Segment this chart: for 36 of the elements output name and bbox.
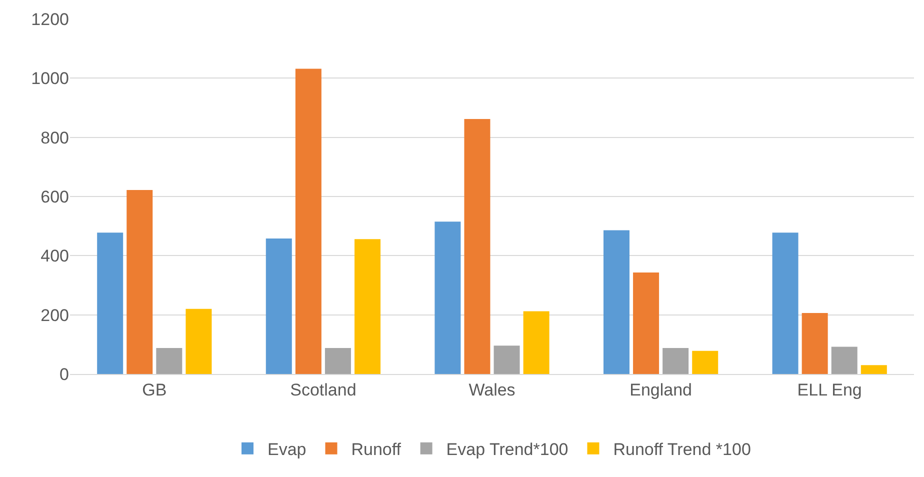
bar [523,311,550,374]
x-tick-label: GB [142,380,167,400]
y-tick-label: 600 [40,187,69,206]
bar [633,272,660,374]
bar [126,190,153,374]
bar [860,365,887,374]
legend-label: Runoff [351,440,402,459]
bar [186,308,212,374]
bar [354,239,381,374]
bar [97,232,124,374]
y-tick-label: 200 [40,306,69,325]
bar [266,238,292,374]
legend-label: Evap [268,440,306,459]
bar [295,68,322,374]
bar [494,346,520,374]
bar [434,222,461,374]
bar [662,348,689,374]
x-tick-label: ELL Eng [797,380,862,400]
bar [464,118,490,374]
legend-label: Runoff Trend *100 [613,440,751,459]
x-tick-label: Scotland [290,380,356,400]
y-tick-label: 1200 [31,10,69,29]
legend-label: Evap Trend*100 [446,440,568,459]
x-tick-label: Wales [468,380,516,400]
bar [802,313,828,374]
bar [603,230,630,374]
bar [692,350,718,374]
y-tick-label: 400 [40,246,69,266]
y-tick-label: 800 [40,128,69,148]
x-tick-label: England [630,380,692,400]
bar [831,346,858,374]
bar [156,348,182,374]
y-tick-label: 0 [60,364,69,384]
bar [324,348,351,374]
y-tick-label: 1000 [31,69,69,88]
bar [772,232,798,374]
